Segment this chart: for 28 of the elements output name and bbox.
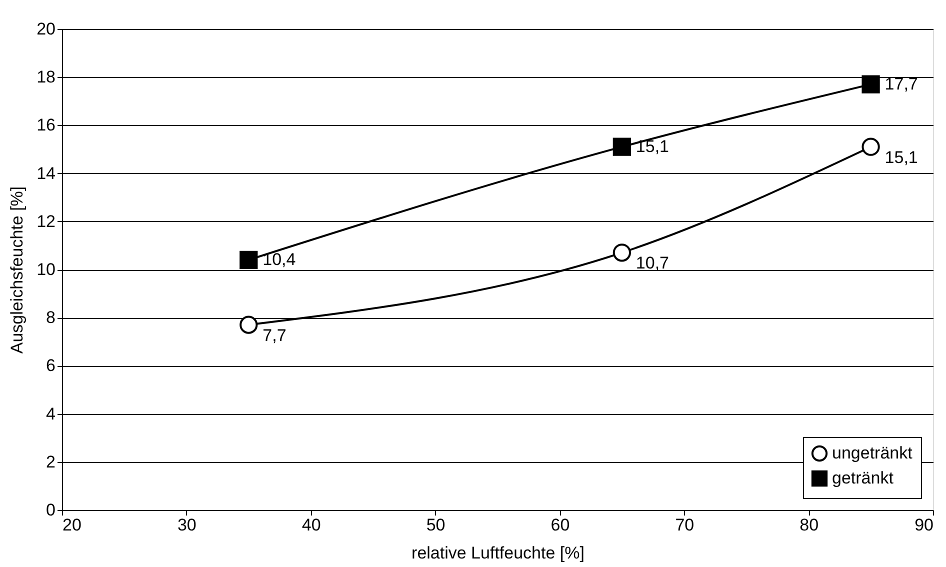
x-tick-label: 50 bbox=[426, 516, 446, 534]
y-tick-label: 10 bbox=[36, 260, 56, 279]
y-tick-label: 2 bbox=[46, 452, 56, 472]
data-label: 15,1 bbox=[884, 148, 918, 167]
x-tick-label: 70 bbox=[675, 516, 694, 534]
x-tick-label: 60 bbox=[550, 516, 570, 534]
y-tick-label: 20 bbox=[36, 20, 56, 38]
y-tick-label: 18 bbox=[36, 68, 56, 87]
data-label: 17,7 bbox=[884, 74, 918, 94]
x-tick-label: 90 bbox=[914, 516, 934, 534]
x-tick-label: 80 bbox=[800, 516, 819, 534]
y-tick-label: 8 bbox=[46, 308, 56, 328]
data-label: 10,4 bbox=[262, 250, 296, 269]
x-tick-label: 40 bbox=[302, 516, 321, 534]
y-tick-label: 4 bbox=[46, 404, 56, 424]
y-tick-label: 14 bbox=[36, 164, 56, 183]
x-axis-title: relative Luftfeuchte [%] bbox=[412, 544, 584, 562]
y-axis-title: Ausgleichsfeuchte [%] bbox=[8, 186, 27, 354]
legend-label: getränkt bbox=[832, 468, 894, 488]
y-tick-label: 6 bbox=[46, 356, 56, 376]
x-tick-label: 30 bbox=[177, 516, 196, 534]
y-tick-label: 12 bbox=[36, 212, 56, 231]
data-label: 10,7 bbox=[636, 254, 670, 273]
y-tick-label: 16 bbox=[36, 116, 56, 135]
legend-label: ungetränkt bbox=[832, 444, 913, 462]
y-tick-label: 0 bbox=[46, 500, 56, 520]
data-label: 7,7 bbox=[262, 326, 286, 345]
x-tick-label: 20 bbox=[62, 516, 82, 534]
